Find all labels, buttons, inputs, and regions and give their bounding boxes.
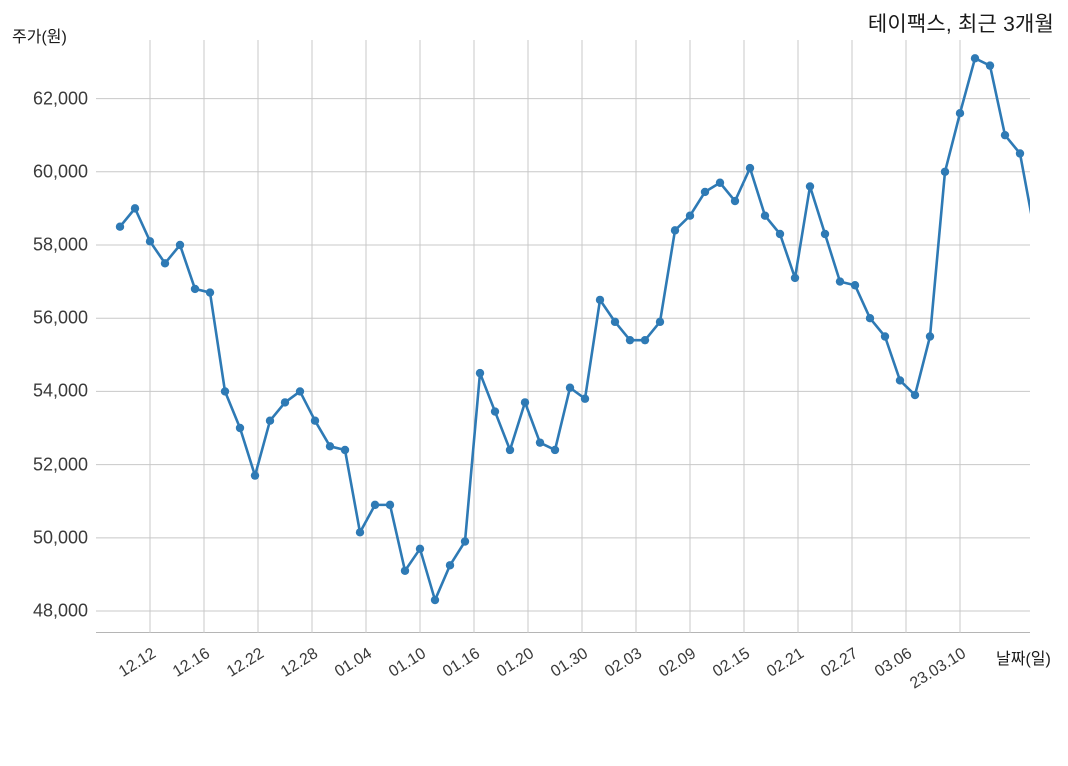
data-point[interactable] [430,595,440,605]
data-point[interactable] [895,376,905,385]
data-point[interactable] [940,167,950,176]
data-point[interactable] [625,335,635,345]
data-point[interactable] [505,445,515,455]
data-point[interactable] [820,229,830,239]
data-point[interactable] [370,500,380,510]
y-axis-tick-label: 58,000 [32,234,88,255]
data-point[interactable] [265,416,275,425]
data-point[interactable] [385,500,395,510]
horizontal-gridlines [96,98,1030,633]
data-point[interactable] [610,317,620,327]
data-point[interactable] [655,317,665,327]
data-point[interactable] [400,566,410,575]
data-point[interactable] [1000,130,1010,140]
plot-area [96,40,1030,633]
data-point[interactable] [310,416,320,425]
data-point[interactable] [250,471,260,480]
data-point[interactable] [910,390,920,400]
data-point[interactable] [595,295,605,305]
data-point[interactable] [925,332,935,341]
data-point[interactable] [880,332,890,341]
data-point[interactable] [1015,149,1025,158]
data-point[interactable] [985,61,995,70]
data-point[interactable] [175,240,185,250]
data-point[interactable] [160,259,170,268]
price-line [118,57,1030,602]
y-axis-tick-label: 50,000 [32,527,88,548]
data-point[interactable] [955,109,965,118]
data-point[interactable] [805,182,815,191]
data-point[interactable] [490,407,500,416]
y-axis-tick-label: 62,000 [32,88,88,109]
data-point[interactable] [520,398,530,407]
data-point[interactable] [535,438,545,447]
data-point[interactable] [835,277,845,286]
data-point[interactable] [865,314,875,323]
data-point[interactable] [445,561,455,570]
data-point[interactable] [325,442,335,451]
y-axis-tick-label: 48,000 [32,600,88,621]
data-point[interactable] [220,387,230,396]
data-point[interactable] [115,222,125,231]
stock-price-chart: 테이팩스, 최근 3개월 주가(원) 날짜(일) 48,000 50,000 52,… [12,13,1054,692]
data-point[interactable] [745,163,755,173]
data-point[interactable] [760,211,770,220]
data-point[interactable] [205,288,215,297]
data-point[interactable] [130,204,140,213]
data-point[interactable] [715,178,725,187]
data-point[interactable] [565,383,575,392]
chart-canvas [96,40,1030,633]
data-point[interactable] [685,211,695,220]
data-point[interactable] [730,196,740,206]
data-point[interactable] [580,394,590,403]
chart-title: 테이팩스, 최근 3개월 [867,13,1054,36]
x-axis-title: 날짜(일) [996,651,1051,668]
data-point[interactable] [235,423,245,433]
data-point[interactable] [700,187,710,197]
data-point[interactable] [295,387,305,396]
data-point[interactable] [475,368,485,378]
data-point[interactable] [190,284,200,294]
data-point[interactable] [640,335,650,345]
y-axis-tick-label: 60,000 [32,161,88,182]
data-point[interactable] [550,445,560,455]
data-point[interactable] [355,528,365,537]
y-axis-tick-label: 56,000 [32,307,88,328]
data-point[interactable] [415,544,425,554]
data-point[interactable] [775,229,785,239]
data-point[interactable] [280,398,290,407]
data-point[interactable] [340,445,350,455]
data-point[interactable] [460,537,470,546]
y-axis-tick-label: 52,000 [32,454,88,475]
data-point[interactable] [670,226,680,235]
price-markers [115,54,1025,605]
y-axis-title: 주가(원) [12,29,67,46]
vertical-gridlines [149,40,961,633]
y-axis-tick-label: 54,000 [32,380,88,401]
data-point[interactable] [970,54,980,63]
data-point[interactable] [145,237,155,246]
data-point[interactable] [850,281,860,290]
data-point[interactable] [790,273,800,283]
